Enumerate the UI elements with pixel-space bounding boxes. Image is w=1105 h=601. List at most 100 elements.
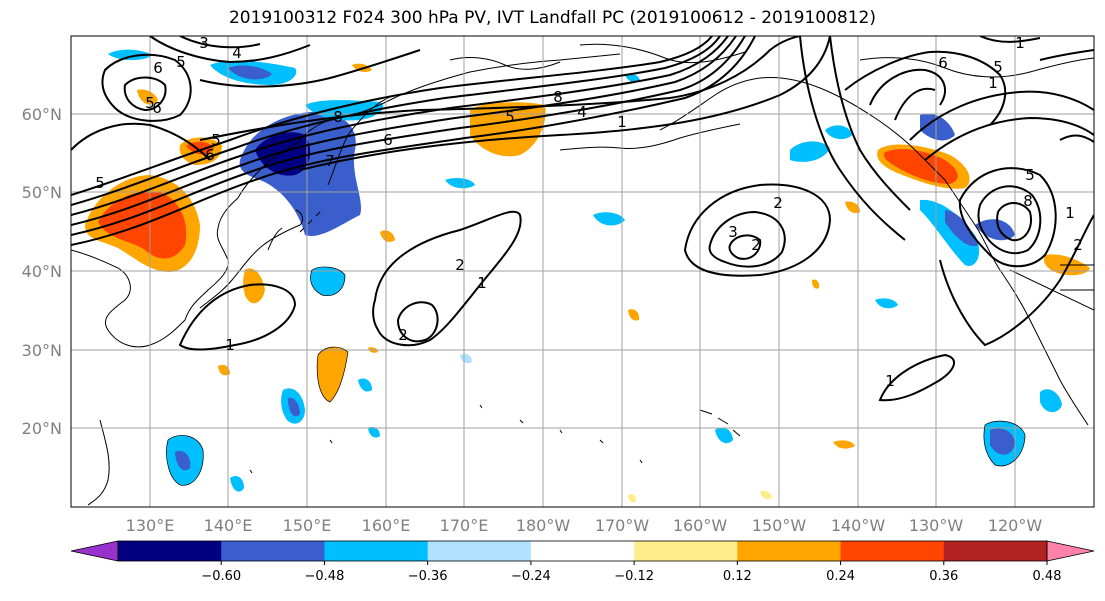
ivt-contour [372,210,522,347]
lon-tick-label: 130°E [126,516,175,535]
pv-positive-region [833,440,855,449]
pv-positive-region [380,230,395,242]
pv-negative-region [305,100,384,121]
colorbar-segment [737,541,842,561]
ivt-contour [924,116,1094,161]
colorbar-tick-label: 0.48 [1033,569,1062,584]
ivt-contour [708,210,786,268]
contour-label: 5 [1025,166,1035,184]
colorbar-tick-label: −0.24 [511,569,551,584]
contour-label: 2 [455,256,465,274]
pv-positive-region [845,201,860,214]
lon-tick-label: 170°W [595,516,650,535]
pv-negative-region [975,219,1015,241]
pv-negative-region [175,450,191,471]
colorbar-ticks: −0.60 −0.48 −0.36 −0.24 −0.12 0.12 0.24 0.36 0.4… [201,561,1062,584]
colorbar-segment [840,541,945,561]
colorbar-segment [324,541,429,561]
ivt-contour [71,36,756,246]
ivt-contour [199,49,421,88]
plot-frame [70,35,1095,508]
asia-coastline [71,197,239,348]
pacific-islands [249,404,643,474]
ivt-contours [71,36,1094,402]
pv-negative-region [920,113,955,141]
contour-label: 5 [145,94,155,112]
ivt-contour [958,167,1057,268]
ivt-contour [894,87,936,121]
colorbar: −0.60 −0.48 −0.36 −0.24 −0.12 0.12 0.24 0.36 0.4… [70,540,1095,584]
hawaii-islands [699,409,741,437]
colorbar-extend-min [70,540,119,562]
ivt-contour [101,53,192,122]
ivt-contour [683,183,832,277]
pv-positive-region [137,89,158,105]
longitude-labels: 130°E 140°E 150°E 160°E 170°E 180°W 170°… [126,516,1043,535]
ivt-contour [996,202,1032,242]
contour-label: 6 [153,59,163,77]
colorbar-tick-label: −0.48 [305,569,345,584]
lat-tick-label: 20°N [22,419,62,438]
ivt-contour [149,36,311,64]
contour-label: 5 [176,53,186,71]
ivt-contour [123,76,167,112]
ivt-contour [71,36,737,226]
coastlines [71,43,1094,506]
pv-positive-region [628,309,640,321]
pv-outline-contours [166,266,1026,486]
pv-positive-region [317,347,348,402]
pv-negative-region [108,49,152,61]
pv-positive-region [218,364,230,376]
colorbar-tick-label: 0.36 [929,569,958,584]
lon-tick-label: 160°E [362,516,411,535]
lon-tick-label: 170°E [440,516,489,535]
ivt-contour [844,50,1007,126]
ivt-contour [1039,49,1094,61]
map-title: 2019100312 F024 300 hPa PV, IVT Landfall… [228,8,876,28]
ivt-contour [71,36,746,236]
contour-label: 2 [1073,236,1083,254]
contour-label: 5 [993,58,1003,76]
pv-positive-region [883,149,958,184]
contour-label: 2 [398,326,408,344]
japan-coastline [199,209,304,309]
alaska-coastline [659,77,946,181]
contour-label: 6 [205,146,215,164]
ivt-contour [71,36,729,216]
pv-negative-region [288,397,300,417]
aleutian-islands [559,123,741,151]
pv-negative-region [228,65,272,80]
colorbar-segment [943,541,1048,561]
ivt-contour [728,234,762,260]
contour-label: 8 [553,88,563,106]
colorbar-tick-label: −0.60 [201,569,241,584]
contour-label: 1 [225,336,235,354]
contour-label: 6 [383,131,393,149]
lon-tick-label: 120°W [988,516,1043,535]
contour-label: 3 [728,223,738,241]
latitude-labels: 60°N 50°N 40°N 30°N 20°N [22,105,62,438]
ivt-contour [799,36,906,241]
pv-negative-region [230,476,244,492]
pv-positive-region [760,490,772,500]
lon-tick-label: 140°W [831,516,886,535]
pv-negative-region [875,298,898,309]
contour-label: 5 [505,108,515,126]
contour-label: 8 [1023,192,1033,210]
contour-label: 1 [988,74,998,92]
pv-positive-region [812,279,820,289]
ivt-contour [179,36,261,49]
kuril-islands [299,211,321,233]
pv-anomaly-shading [85,49,1090,503]
colorbar-tick-label: −0.12 [614,569,654,584]
ivt-contour [909,90,1094,141]
lon-tick-label: 140°E [204,516,253,535]
contour-label: 6 [938,54,948,72]
pv-negative-region [825,125,852,140]
lon-tick-label: 150°E [283,516,332,535]
lon-tick-label: 150°W [752,516,807,535]
ivt-contour [829,36,911,211]
lat-tick-label: 50°N [22,183,62,202]
colorbar-tick-label: 0.12 [723,569,752,584]
colorbar-segment [530,541,635,561]
